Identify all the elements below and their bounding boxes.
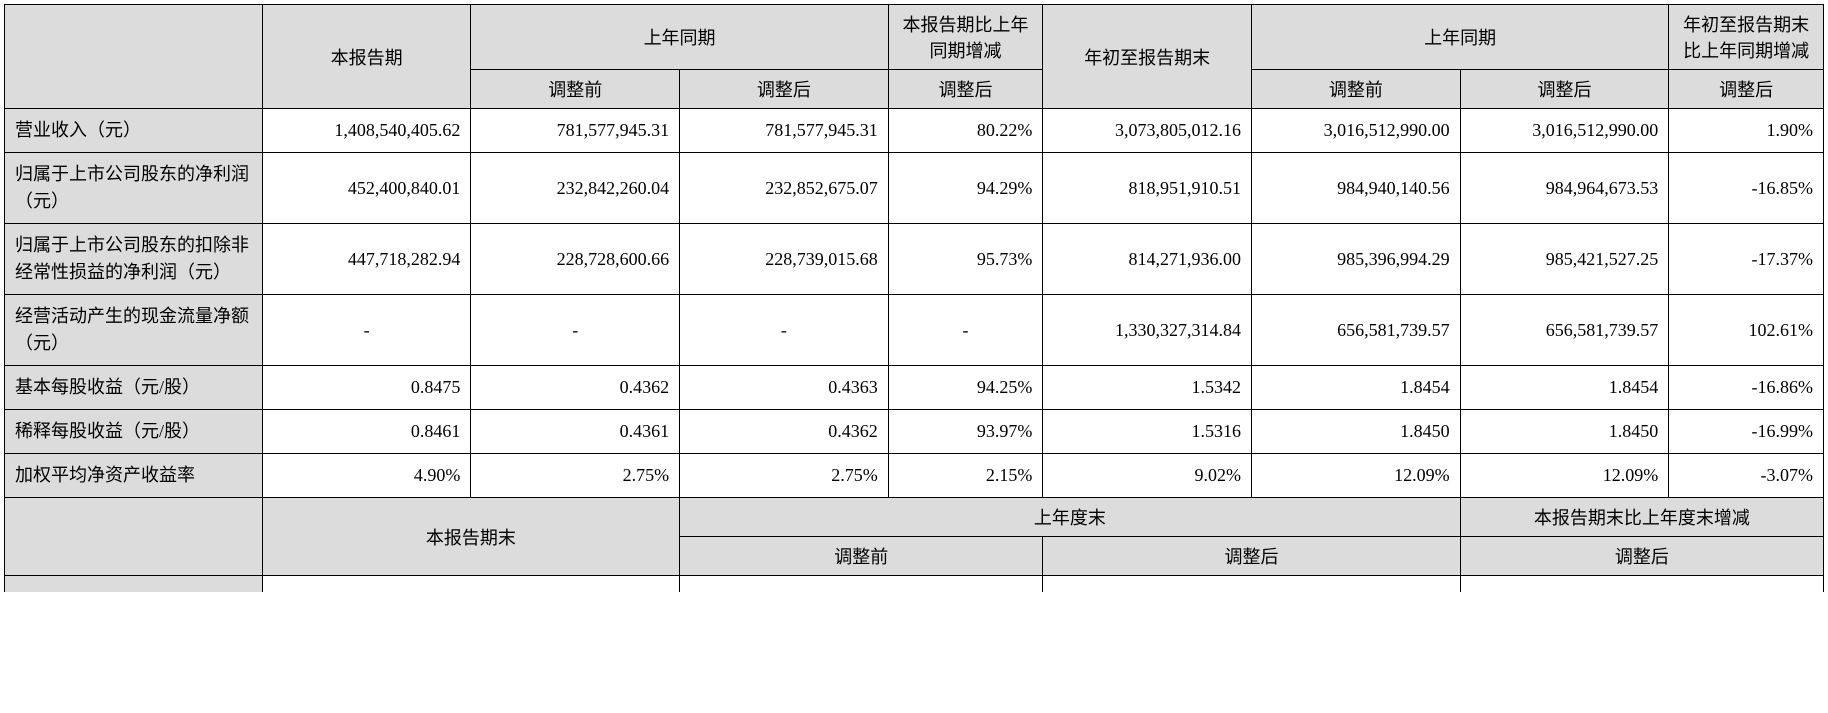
cell-pp-after: 781,577,945.31	[680, 109, 889, 153]
cell-pp-change: 94.29%	[888, 153, 1043, 224]
cell-pytd-change: 1.90%	[1669, 109, 1824, 153]
header-blank-2	[5, 498, 263, 576]
header-vs-prior-period: 本报告期比上年同期增减	[888, 5, 1043, 70]
cell-pytd-change: -16.86%	[1669, 366, 1824, 410]
cell-pytd-after: 3,016,512,990.00	[1460, 109, 1669, 153]
row-label: 加权平均净资产收益率	[5, 454, 263, 498]
row-label: 归属于上市公司股东的净利润（元）	[5, 153, 263, 224]
cell-ytd: 814,271,936.00	[1043, 224, 1252, 295]
cell-empty	[262, 576, 679, 593]
cell-cp: 4.90%	[262, 454, 471, 498]
cell-pytd-after: 1.8450	[1460, 410, 1669, 454]
header-after-adj-3: 调整后	[1460, 70, 1669, 109]
cell-pytd-before: 985,396,994.29	[1252, 224, 1461, 295]
cell-pp-change: 95.73%	[888, 224, 1043, 295]
cell-ytd: 9.02%	[1043, 454, 1252, 498]
cell-pp-after: 228,739,015.68	[680, 224, 889, 295]
cell-ytd: 3,073,805,012.16	[1043, 109, 1252, 153]
table-row: 基本每股收益（元/股） 0.8475 0.4362 0.4363 94.25% …	[5, 366, 1824, 410]
cell-pytd-after: 656,581,739.57	[1460, 295, 1669, 366]
cell-ytd: 1,330,327,314.84	[1043, 295, 1252, 366]
table-row: 归属于上市公司股东的净利润（元） 452,400,840.01 232,842,…	[5, 153, 1824, 224]
cell-pp-after: 0.4363	[680, 366, 889, 410]
cell-pp-before: 0.4361	[471, 410, 680, 454]
cell-pytd-change: -16.85%	[1669, 153, 1824, 224]
header-after-adj-5: 调整后	[1043, 537, 1460, 576]
cell-pp-before: -	[471, 295, 680, 366]
row-label: 稀释每股收益（元/股）	[5, 410, 263, 454]
cell-pytd-change: 102.61%	[1669, 295, 1824, 366]
row-label	[5, 576, 263, 593]
cell-pp-before: 228,728,600.66	[471, 224, 680, 295]
cell-cp: 0.8475	[262, 366, 471, 410]
table-row: 稀释每股收益（元/股） 0.8461 0.4361 0.4362 93.97% …	[5, 410, 1824, 454]
cell-ytd: 1.5342	[1043, 366, 1252, 410]
row-label: 经营活动产生的现金流量净额（元）	[5, 295, 263, 366]
cell-cp: 447,718,282.94	[262, 224, 471, 295]
header-row-1: 本报告期 上年同期 本报告期比上年同期增减 年初至报告期末 上年同期 年初至报告…	[5, 5, 1824, 70]
financial-table: 本报告期 上年同期 本报告期比上年同期增减 年初至报告期末 上年同期 年初至报告…	[4, 4, 1824, 592]
cell-pp-after: 0.4362	[680, 410, 889, 454]
cell-pytd-before: 1.8454	[1252, 366, 1461, 410]
table-row: 营业收入（元） 1,408,540,405.62 781,577,945.31 …	[5, 109, 1824, 153]
cell-pp-change: -	[888, 295, 1043, 366]
cell-pytd-after: 1.8454	[1460, 366, 1669, 410]
cell-pytd-change: -17.37%	[1669, 224, 1824, 295]
cell-pp-change: 80.22%	[888, 109, 1043, 153]
cell-pytd-before: 656,581,739.57	[1252, 295, 1461, 366]
table-row-empty	[5, 576, 1824, 593]
header-prior-ytd-vs: 年初至报告期末比上年同期增减	[1669, 5, 1824, 70]
cell-pytd-after: 985,421,527.25	[1460, 224, 1669, 295]
table-row: 加权平均净资产收益率 4.90% 2.75% 2.75% 2.15% 9.02%…	[5, 454, 1824, 498]
cell-pp-after: 2.75%	[680, 454, 889, 498]
cell-pp-before: 0.4362	[471, 366, 680, 410]
cell-empty	[1460, 576, 1823, 593]
header-after-adj-1: 调整后	[680, 70, 889, 109]
cell-cp: 0.8461	[262, 410, 471, 454]
cell-cp: -	[262, 295, 471, 366]
cell-ytd: 1.5316	[1043, 410, 1252, 454]
cell-pp-before: 781,577,945.31	[471, 109, 680, 153]
table-row: 经营活动产生的现金流量净额（元） - - - - 1,330,327,314.8…	[5, 295, 1824, 366]
header-vs-prior-year-end: 本报告期末比上年度末增减	[1460, 498, 1823, 537]
row-label: 营业收入（元）	[5, 109, 263, 153]
header-blank	[5, 5, 263, 109]
cell-pp-change: 94.25%	[888, 366, 1043, 410]
cell-pytd-before: 3,016,512,990.00	[1252, 109, 1461, 153]
header-current-period-end: 本报告期末	[262, 498, 679, 576]
cell-pytd-change: -16.99%	[1669, 410, 1824, 454]
header-current-period: 本报告期	[262, 5, 471, 109]
cell-pytd-after: 984,964,673.53	[1460, 153, 1669, 224]
cell-empty	[680, 576, 1043, 593]
cell-pp-before: 232,842,260.04	[471, 153, 680, 224]
cell-pytd-before: 1.8450	[1252, 410, 1461, 454]
header-before-adj-2: 调整前	[1252, 70, 1461, 109]
cell-pytd-before: 12.09%	[1252, 454, 1461, 498]
row-label: 基本每股收益（元/股）	[5, 366, 263, 410]
header-prior-period: 上年同期	[471, 5, 888, 70]
cell-pp-change: 2.15%	[888, 454, 1043, 498]
cell-pp-change: 93.97%	[888, 410, 1043, 454]
cell-pytd-before: 984,940,140.56	[1252, 153, 1461, 224]
header-after-adj-6: 调整后	[1460, 537, 1823, 576]
header-before-adj-1: 调整前	[471, 70, 680, 109]
header-prior-year-end: 上年度末	[680, 498, 1461, 537]
cell-pytd-change: -3.07%	[1669, 454, 1824, 498]
cell-cp: 452,400,840.01	[262, 153, 471, 224]
header-row-3: 本报告期末 上年度末 本报告期末比上年度末增减	[5, 498, 1824, 537]
table-row: 归属于上市公司股东的扣除非经常性损益的净利润（元） 447,718,282.94…	[5, 224, 1824, 295]
cell-pp-after: -	[680, 295, 889, 366]
header-after-adj-2: 调整后	[888, 70, 1043, 109]
cell-ytd: 818,951,910.51	[1043, 153, 1252, 224]
row-label: 归属于上市公司股东的扣除非经常性损益的净利润（元）	[5, 224, 263, 295]
cell-pp-after: 232,852,675.07	[680, 153, 889, 224]
cell-pytd-after: 12.09%	[1460, 454, 1669, 498]
header-prior-period-2: 上年同期	[1252, 5, 1669, 70]
cell-empty	[1043, 576, 1460, 593]
cell-pp-before: 2.75%	[471, 454, 680, 498]
cell-cp: 1,408,540,405.62	[262, 109, 471, 153]
header-after-adj-4: 调整后	[1669, 70, 1824, 109]
header-before-adj-3: 调整前	[680, 537, 1043, 576]
header-ytd: 年初至报告期末	[1043, 5, 1252, 109]
